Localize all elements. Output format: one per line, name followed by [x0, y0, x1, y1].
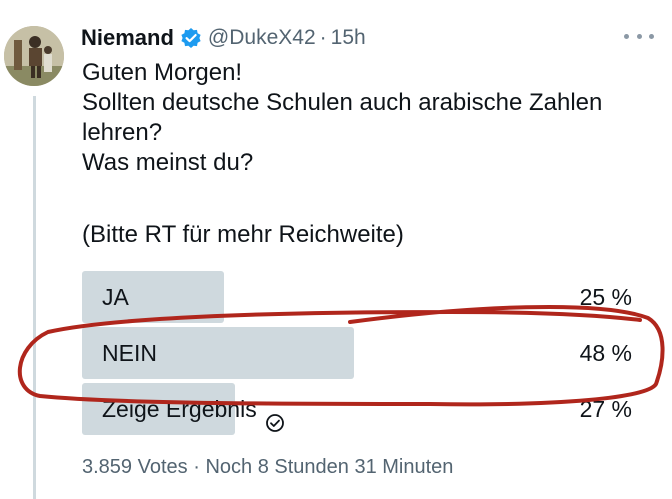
tweet-line: Guten Morgen! — [82, 59, 243, 86]
poll-option-label: JA — [102, 284, 129, 310]
check-circle-icon — [265, 399, 285, 432]
footer-separator: · — [193, 456, 200, 478]
verified-badge-icon — [180, 27, 202, 49]
poll: JA 25 % NEIN 48 % Zeige Ergebnis 27 % — [82, 271, 648, 439]
poll-time-remaining: Noch 8 Stunden 31 Minuten — [205, 456, 454, 478]
tweet-line: lehren? — [82, 119, 163, 146]
poll-footer: 3.859 Votes · Noch 8 Stunden 31 Minuten — [82, 456, 453, 479]
poll-option-ja[interactable]: JA 25 % — [82, 271, 648, 323]
poll-option-label: Zeige Ergebnis — [102, 396, 257, 422]
poll-option-label: NEIN — [102, 340, 157, 366]
author-handle[interactable]: @DukeX42 — [207, 26, 316, 49]
poll-option-zeige-ergebnis[interactable]: Zeige Ergebnis 27 % — [82, 383, 648, 435]
author-name[interactable]: Niemand — [81, 25, 174, 50]
tweet-line: Was meinst du? — [82, 149, 254, 176]
poll-votes: 3.859 Votes — [82, 456, 188, 478]
tweet-time[interactable]: 15h — [330, 26, 366, 49]
poll-option-label-wrap: Zeige Ergebnis — [102, 383, 285, 435]
tweet-header: Niemand @DukeX42 · 15h — [81, 24, 366, 52]
poll-option-nein[interactable]: NEIN 48 % — [82, 327, 648, 379]
poll-option-percent: 27 % — [579, 396, 632, 422]
avatar[interactable] — [4, 26, 64, 86]
tweet-line: (Bitte RT für mehr Reichweite) — [82, 221, 404, 248]
poll-option-percent: 25 % — [579, 284, 632, 310]
more-dots-icon[interactable] — [624, 26, 654, 46]
header-separator: · — [319, 26, 327, 49]
tweet-line: Sollten deutsche Schulen auch arabische … — [82, 89, 603, 116]
thread-line — [33, 96, 36, 499]
poll-option-percent: 48 % — [579, 340, 632, 366]
tweet-text: Guten Morgen! Sollten deutsche Schulen a… — [82, 58, 662, 250]
avatar-image — [4, 26, 64, 86]
